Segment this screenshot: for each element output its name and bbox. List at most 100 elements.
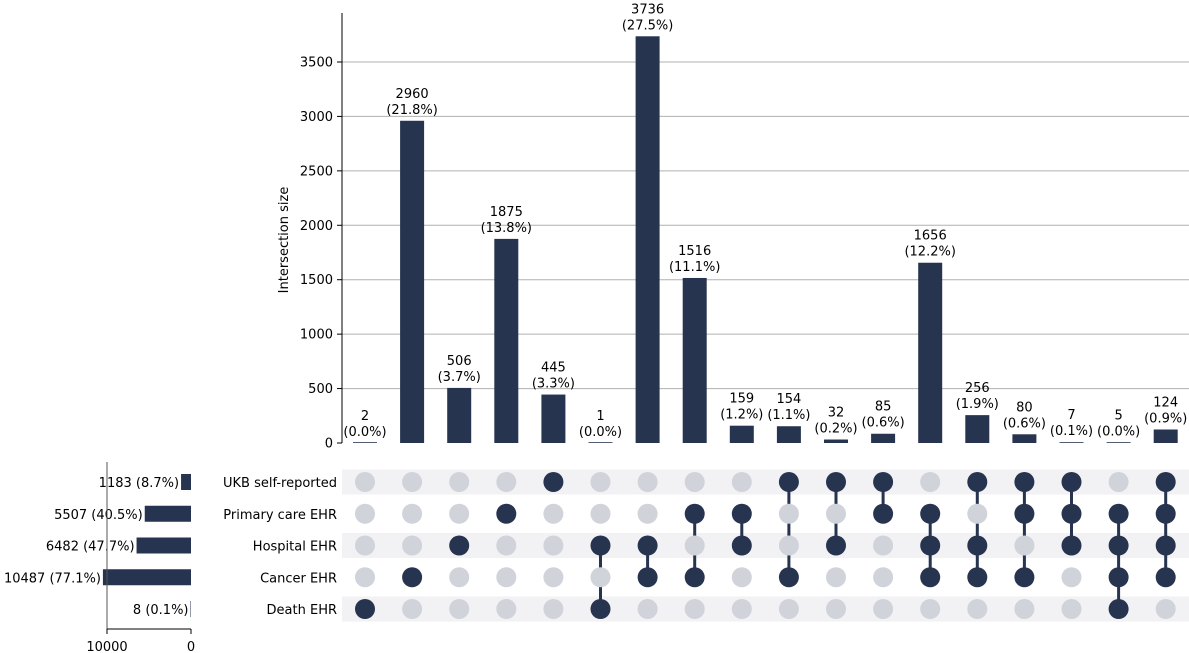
matrix-dot-inactive [590,503,611,524]
intersection-bar [1106,442,1131,443]
set-size-label: 5507 (40.5%) [54,508,143,523]
matrix-dot-inactive [637,472,658,492]
matrix-dot-active [1155,567,1176,588]
matrix-dot-inactive [826,567,846,588]
y-tick-label: 3500 [300,55,333,70]
matrix-row-stripe [342,596,1189,622]
matrix-dot-active [920,535,941,556]
matrix-dot-active [543,472,564,492]
matrix-dot-active [920,503,941,524]
set-name-label: Cancer EHR [260,571,337,586]
matrix-dot-inactive [873,567,894,588]
matrix-dot-active [967,567,988,588]
y-tick-label: 2500 [300,164,333,179]
y-axis-label: Intersection size [277,187,292,294]
intersection-bar [588,442,613,443]
bar-value-label: 7 [1067,408,1075,423]
set-size-tick-label: 0 [187,640,195,653]
bar-value-label: 1 [596,409,604,424]
intersection-bar [918,262,943,443]
matrix-dot-inactive [637,503,658,524]
matrix-dot-inactive [920,599,941,619]
matrix-dot-inactive [1014,599,1035,619]
set-size-bar [190,601,191,617]
matrix-dot-inactive [778,503,799,524]
bar-value-label: 1516 [678,244,711,259]
intersection-bar [494,238,519,443]
bar-value-label: 506 [447,354,472,369]
matrix-dot-active [920,567,941,588]
matrix-dot-active [355,599,375,619]
bar-percent-label: (0.0%) [343,425,386,440]
matrix-dot-inactive [967,599,988,619]
matrix-dot-inactive [543,503,564,524]
matrix-dot-active [590,535,611,556]
intersection-bar [400,120,425,443]
matrix-dot-inactive [1061,599,1082,619]
intersection-bar [776,426,801,443]
matrix-dot-inactive [637,599,658,619]
matrix-dot-active [1155,472,1176,492]
intersection-bar [965,415,990,443]
matrix-dot-active [496,503,517,524]
y-tick-label: 2000 [300,219,333,234]
matrix-dot-active [449,535,470,556]
set-size-bar [136,537,191,554]
bar-percent-label: (0.6%) [862,416,905,431]
y-tick-label: 3000 [300,110,333,125]
matrix-dot-active [1155,503,1176,524]
matrix-dot-inactive [449,503,470,524]
matrix-dot-inactive [778,599,799,619]
bar-percent-label: (0.2%) [814,422,857,437]
matrix-row-stripe [342,533,1189,558]
bar-value-label: 256 [965,381,990,396]
matrix-dot-active [1155,535,1176,556]
matrix-dot-inactive [967,503,988,524]
matrix-dot-active [1061,535,1082,556]
matrix-dot-active [1108,599,1129,619]
bar-percent-label: (0.9%) [1144,412,1187,427]
matrix-dot-inactive [684,472,705,492]
matrix-dot-active [1014,472,1035,492]
matrix-dot-inactive [402,535,423,556]
y-tick-label: 1500 [300,273,333,288]
intersection-bar [635,36,660,443]
matrix-dot-active [731,503,752,524]
bar-percent-label: (3.3%) [532,377,575,392]
intersection-bar [541,394,566,443]
matrix-dot-inactive [496,535,517,556]
matrix-dot-inactive [543,567,564,588]
intersection-bar [729,425,754,443]
bar-value-label: 32 [828,406,845,421]
bar-percent-label: (13.8%) [481,221,532,236]
bar-percent-label: (1.1%) [767,408,810,423]
intersection-bar [871,433,896,443]
set-size-label: 8 (0.1%) [133,603,189,618]
set-name-label: Primary care EHR [223,508,337,523]
matrix-dot-active [1108,503,1129,524]
matrix-dot-active [778,567,799,588]
matrix-dot-active [826,472,846,492]
set-size-bar [102,569,191,586]
bar-percent-label: (11.1%) [669,260,720,275]
set-size-bar [144,505,191,522]
matrix-row-stripe [342,469,1189,495]
y-tick-label: 0 [325,437,333,452]
bar-value-label: 2960 [396,87,429,102]
bar-percent-label: (21.8%) [386,103,437,118]
bar-percent-label: (1.2%) [720,408,763,423]
matrix-dot-active [1108,535,1129,556]
matrix-dot-active [1108,567,1129,588]
bar-percent-label: (0.0%) [1097,424,1140,439]
bar-value-label: 445 [541,361,566,376]
bar-percent-label: (3.7%) [438,370,481,385]
bar-percent-label: (0.0%) [579,425,622,440]
bar-value-label: 124 [1153,396,1178,411]
bar-value-label: 5 [1114,408,1122,423]
set-size-label: 10487 (77.1%) [4,571,101,586]
set-size-label: 1183 (8.7%) [99,476,179,491]
matrix-dot-active [1014,503,1035,524]
bar-value-label: 1656 [914,229,947,244]
matrix-dot-active [590,599,611,619]
intersection-bar [824,439,848,443]
